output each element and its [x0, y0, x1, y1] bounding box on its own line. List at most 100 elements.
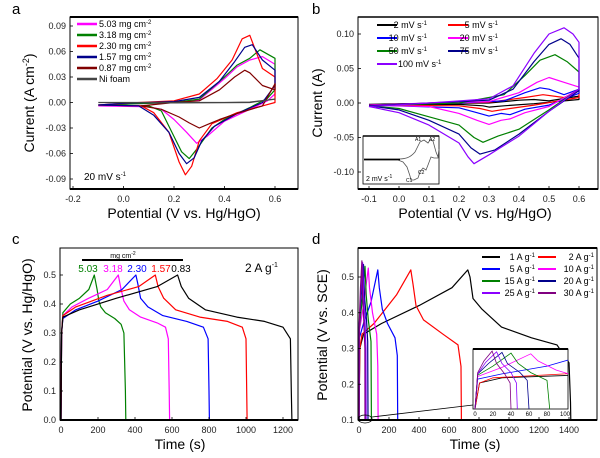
x-tick-label-c: 800: [201, 425, 216, 435]
legend-label-d: 2 A g-1: [569, 252, 595, 262]
series-line-c-4: [60, 274, 293, 420]
zoom-connector-line: [371, 404, 474, 418]
series-line-a-4: [141, 69, 276, 129]
legend-label-d: 30 A g-1: [564, 288, 595, 298]
x-axis-label-a: Potential (V vs. Hg/HgO): [107, 205, 260, 221]
x-tick-label-b: 0.6: [573, 194, 586, 204]
current-density-annotation-c: 2 A g-1: [245, 261, 278, 275]
legend-label-a: 3.18 mg cm-2: [99, 30, 152, 40]
plot-area-c: [60, 274, 293, 420]
inset-series-line-d-3: [474, 353, 568, 409]
y-ticks-a: 0.09 0.06 0.03 0.00 -0.03 -0.06 -0.09: [45, 21, 73, 184]
x-tick-label-a: -0.2: [65, 194, 81, 204]
x-axis-label-c: Time (s): [155, 436, 206, 452]
legend-label-a: 2.30 mg cm-2: [99, 41, 152, 51]
inset-series-line-d-2: [474, 359, 568, 409]
mass-label-c: 5.03: [78, 264, 98, 275]
panel-label-a: a: [12, 1, 21, 18]
y-tick-label-d: 0.5: [341, 272, 354, 282]
inset-plot-d: [474, 350, 568, 409]
y-tick-label-d: 0.1: [341, 415, 354, 425]
series-line-a-2: [98, 34, 276, 176]
x-tick-label-a: 0.6: [269, 194, 282, 204]
x-tick-label-d: 1000: [499, 425, 519, 435]
y-axis-label-a: Current (A cm-2): [21, 53, 37, 152]
y-tick-label-a: 0.00: [48, 98, 66, 108]
series-line-b-6: [368, 27, 580, 165]
y-tick-label-b: 0.10: [336, 29, 354, 39]
legend-label-a: Ni foam: [99, 74, 130, 84]
mass-label-c: 2.30: [127, 264, 147, 275]
legend-label-b: 10 mV s-1: [389, 33, 428, 43]
x-tick-label-d: 200: [381, 425, 396, 435]
legend-d: 1 A g-1 2 A g-1 5 A g-1 10 A g-1 15 A g-1 20 …: [482, 252, 595, 298]
series-line-a-5: [98, 98, 276, 104]
y-tick-label-c: 0.3: [43, 328, 56, 338]
panel-c: c 0 200 400 600 800 1000 1200 0.0 0.1 0.2 0.3 0.4 0…: [12, 231, 299, 452]
x-ticks-d: 0 200 400 600 800 1000 1200 1400: [356, 417, 579, 435]
y-tick-label-b: -0.05: [333, 133, 354, 143]
legend-label-d: 5 A g-1: [510, 264, 536, 274]
x-tick-label-b: -0.1: [361, 194, 377, 204]
y-tick-label-a: 0.09: [48, 21, 66, 31]
x-tick-label-a: 0.0: [117, 194, 130, 204]
x-tick-label-d: 1200: [529, 425, 549, 435]
series-line-b-2: [368, 87, 580, 117]
series-line-d-2: [358, 269, 399, 420]
panel-a: a -0.2 0.0 0.2 0.4 0.6 0.09 0.06 0.03 0.00 -0.03…: [12, 1, 299, 221]
inset-frame-d: [472, 348, 569, 410]
inset-d: 0 20 40 60 80 100: [357, 348, 571, 424]
panel-label-c: c: [12, 231, 20, 248]
inset-series-line-d-7: [474, 350, 512, 409]
y-tick-label-d: 0.2: [341, 379, 354, 389]
mass-label-c: 1.57: [151, 264, 171, 275]
y-tick-label-b: 0.05: [336, 64, 354, 74]
legend-label-d: 25 A g-1: [505, 288, 536, 298]
legend-label-d: 15 A g-1: [505, 276, 536, 286]
y-tick-label-a: 0.06: [48, 47, 66, 57]
y-axis-label-d: Potential (V vs. SCE): [314, 269, 330, 401]
series-line-a-0: [98, 56, 276, 144]
y-tick-label-d: 0.3: [341, 344, 354, 354]
y-tick-label-d: 0.4: [341, 308, 354, 318]
legend-label-b: 100 mV s-1: [398, 59, 442, 69]
y-tick-label-a: -0.09: [45, 174, 66, 184]
x-tick-label-b: 0.3: [483, 194, 496, 204]
series-line-b-5: [368, 38, 580, 155]
y-tick-label-a: -0.06: [45, 149, 66, 159]
inset-curve-b: [364, 139, 440, 181]
x-axis-label-d: Time (s): [450, 436, 501, 452]
legend-label-a: 0.87 mg cm-2: [99, 63, 152, 73]
legend-label-d: 20 A g-1: [564, 276, 595, 286]
x-tick-label-d: 1400: [559, 425, 579, 435]
plot-area-a: [98, 34, 276, 176]
legend-label-b: 20 mV s-1: [460, 33, 499, 43]
panel-b: b -0.1 0.0 0.1 0.2 0.3 0.4 0.5 0.6 0.10 0.05 0.00…: [309, 1, 599, 221]
series-line-c-0: [60, 274, 127, 420]
series-line-d-1: [358, 269, 462, 420]
y-axis-label-b: Current (A): [309, 68, 325, 137]
inset-series-line-d-6: [474, 351, 518, 409]
x-tick-label-d: 0: [356, 425, 361, 435]
series-line-c-1: [60, 274, 171, 420]
x-tick-label-b: 0.5: [543, 194, 556, 204]
x-tick-label-c: 1200: [273, 425, 293, 435]
legend-label-d: 1 A g-1: [510, 252, 536, 262]
mass-header: mg cm-2: [110, 251, 136, 260]
series-line-d-3: [358, 267, 379, 420]
x-tick-label-d: 800: [471, 425, 486, 435]
y-tick-label-c: 0.5: [43, 270, 56, 280]
scan-rate-annotation-a: 20 mV s-1: [84, 172, 127, 183]
inset-b: A1 A2 C1 C2 2 mV s-1: [362, 135, 440, 185]
legend-b: 2 mV s-1 5 mV s-1 10 mV s-1 20 mV s-1 50 mV …: [377, 20, 499, 69]
y-axis-label-c: Potential (V vs. Hg/HgO): [19, 258, 35, 411]
y-tick-label-a: -0.03: [45, 123, 66, 133]
y-tick-label-a: 0.03: [48, 72, 66, 82]
y-tick-label-b: -0.10: [333, 167, 354, 177]
x-tick-label-b: 0.4: [513, 194, 526, 204]
x-tick-label-a: 0.4: [218, 194, 231, 204]
legend-label-b: 5 mV s-1: [465, 20, 499, 30]
x-tick-label-d: 600: [441, 425, 456, 435]
peak-label-c1: C1: [406, 178, 413, 184]
